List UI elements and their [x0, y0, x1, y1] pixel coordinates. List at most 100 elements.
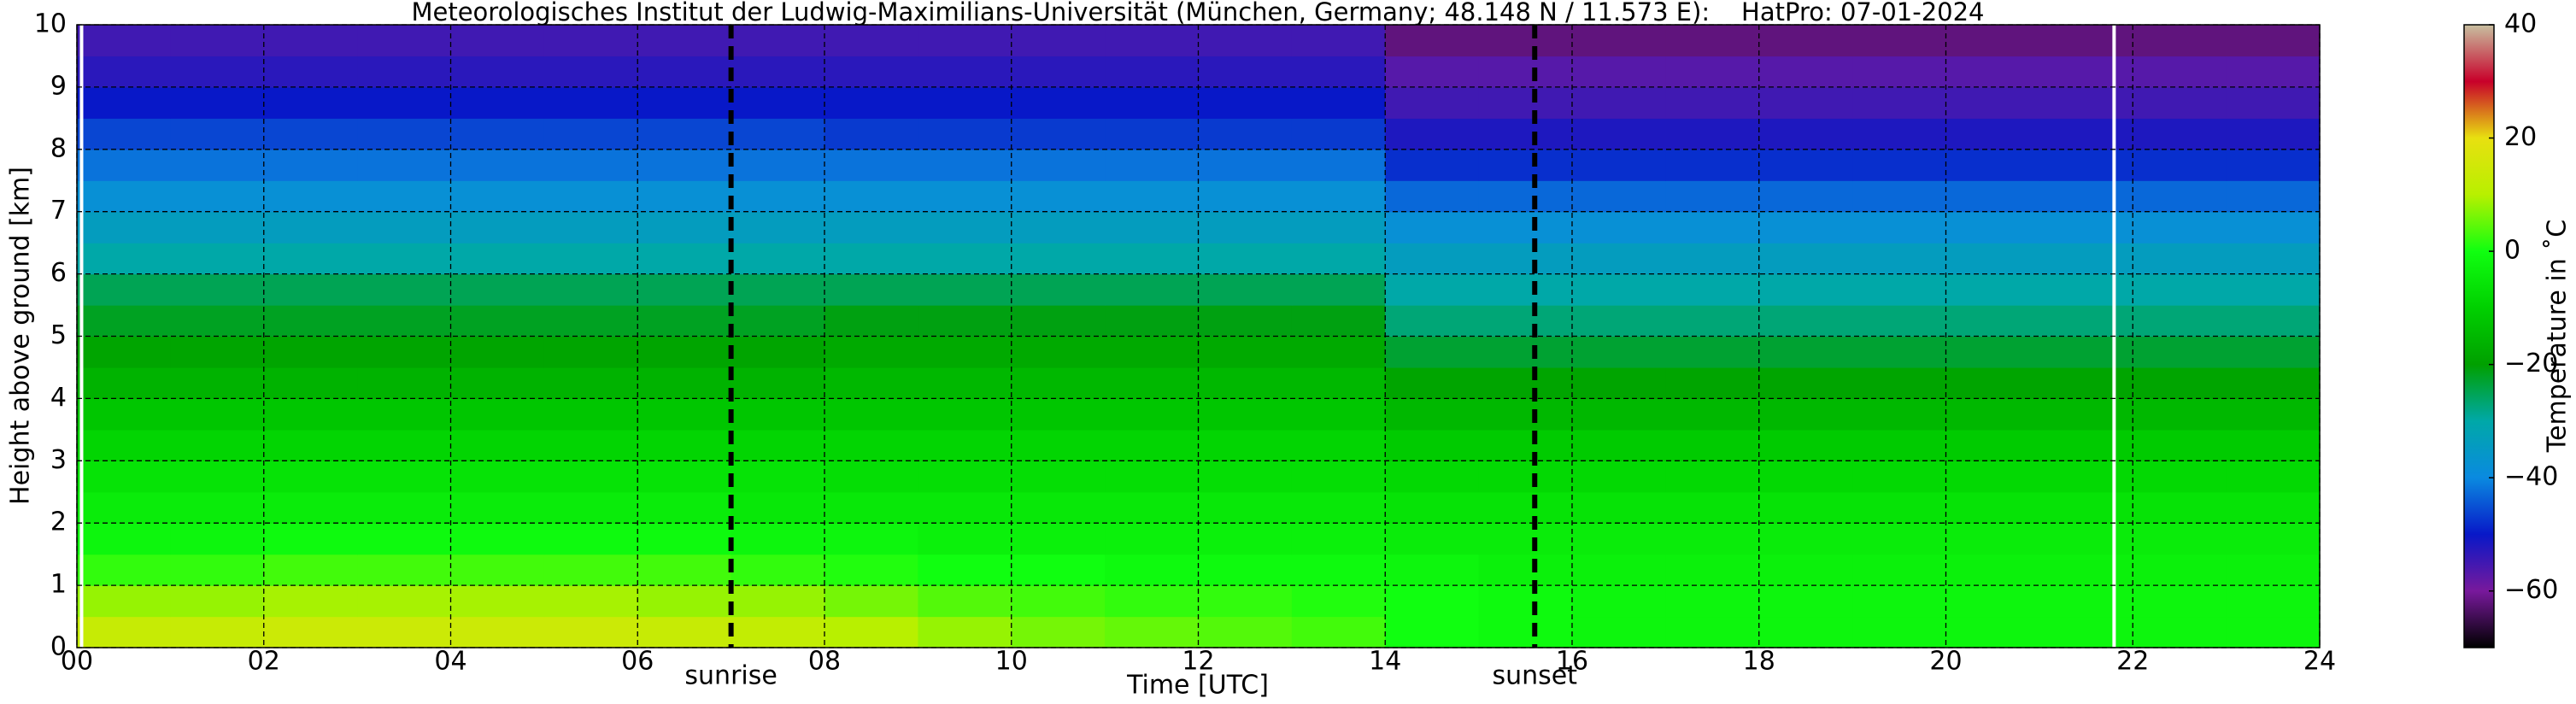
heatmap-cell [1665, 461, 1760, 493]
x-tick-label: 08 [808, 647, 841, 677]
heatmap-cell [2133, 211, 2227, 243]
heatmap-cell [2226, 118, 2321, 150]
heatmap-cell [543, 398, 638, 431]
heatmap-cell [1758, 554, 1853, 586]
heatmap-cell [1291, 243, 1386, 275]
heatmap-cell [357, 398, 452, 431]
heatmap-cell [731, 211, 825, 243]
heatmap-cell [2226, 585, 2321, 618]
heatmap-cell [918, 56, 1012, 88]
heatmap-cell [77, 336, 171, 368]
y-tick-label: 6 [50, 258, 67, 288]
heatmap-cell [731, 491, 825, 524]
heatmap-cell [824, 616, 918, 648]
heatmap-cell [918, 118, 1012, 150]
heatmap-cell [77, 429, 171, 461]
heatmap-cell [77, 118, 171, 150]
heatmap-cell [1478, 56, 1573, 88]
heatmap-cell [824, 86, 918, 119]
heatmap-cell [450, 491, 545, 524]
heatmap-cell [543, 180, 638, 213]
heatmap-cell [263, 491, 358, 524]
heatmap-cell [1945, 491, 2040, 524]
heatmap-cell [263, 243, 358, 275]
heatmap-cell [1011, 491, 1106, 524]
heatmap-cell [2226, 211, 2321, 243]
heatmap-cell [357, 336, 452, 368]
y-tick-label: 10 [34, 9, 67, 39]
heatmap-cell [1385, 336, 1480, 368]
heatmap-cell [1105, 554, 1200, 586]
heatmap-cell [77, 211, 171, 243]
heatmap-cell [1665, 273, 1760, 306]
heatmap-cell [1011, 86, 1106, 119]
heatmap-cell [1758, 398, 1853, 431]
heatmap-cell [1945, 149, 2040, 181]
heatmap-cell [731, 461, 825, 493]
heatmap-cell [1852, 429, 1947, 461]
heatmap-cell [1852, 305, 1947, 337]
heatmap-cell [1385, 86, 1480, 119]
heatmap-cell [1945, 367, 2040, 399]
heatmap-cell [170, 461, 265, 493]
heatmap-cell [1572, 461, 1666, 493]
heatmap-cell [1572, 25, 1666, 57]
heatmap-cell [1665, 180, 1760, 213]
heatmap-cell [1105, 25, 1200, 57]
heatmap-cell [1665, 523, 1760, 555]
heatmap-cell [170, 585, 265, 618]
colorbar-tick-label: 20 [2504, 122, 2537, 152]
heatmap-cell [1385, 585, 1480, 618]
heatmap-cell [824, 461, 918, 493]
heatmap-cell [1198, 180, 1293, 213]
heatmap-cell [824, 305, 918, 337]
heatmap-cell [1852, 491, 1947, 524]
heatmap-cell [1758, 305, 1853, 337]
heatmap-cell [1105, 367, 1200, 399]
heatmap-cell [2133, 367, 2227, 399]
heatmap-cell [2039, 616, 2133, 648]
heatmap-cell [2039, 25, 2133, 57]
heatmap-cell [1665, 616, 1760, 648]
heatmap-cell [1478, 86, 1573, 119]
heatmap-cell [1291, 305, 1386, 337]
heatmap-cell [170, 149, 265, 181]
heatmap-cell [1011, 149, 1106, 181]
heatmap-cell [1572, 429, 1666, 461]
heatmap-cell [77, 180, 171, 213]
heatmap-cell [731, 149, 825, 181]
heatmap-cell [1198, 616, 1293, 648]
heatmap-cell [918, 180, 1012, 213]
heatmap-cell [1665, 56, 1760, 88]
heatmap-cell [1478, 429, 1573, 461]
heatmap-cell [918, 25, 1012, 57]
heatmap-cell [357, 118, 452, 150]
heatmap-cell [1852, 180, 1947, 213]
heatmap-cell [77, 56, 171, 88]
heatmap-cell [1945, 616, 2040, 648]
heatmap-cell [731, 180, 825, 213]
heatmap-cell [1665, 149, 1760, 181]
heatmap-cell [1478, 461, 1573, 493]
heatmap-cell [1198, 273, 1293, 306]
heatmap-cell [170, 211, 265, 243]
heatmap-cell [918, 523, 1012, 555]
x-tick-label: 02 [248, 647, 280, 677]
heatmap-cell [1385, 56, 1480, 88]
heatmap-cell [1105, 211, 1200, 243]
heatmap-cell [1291, 616, 1386, 648]
heatmap-cell [1572, 616, 1666, 648]
heatmap-cell [450, 86, 545, 119]
heatmap-cell [918, 211, 1012, 243]
heatmap-cell [543, 86, 638, 119]
heatmap-cell [1291, 429, 1386, 461]
x-tick-label: 10 [995, 647, 1028, 677]
heatmap-cell [77, 86, 171, 119]
heatmap-cell [1291, 367, 1386, 399]
heatmap-cell [637, 149, 732, 181]
heatmap-cell [263, 554, 358, 586]
heatmap-cell [1852, 523, 1947, 555]
heatmap-cell [1758, 429, 1853, 461]
heatmap-cell [1852, 398, 1947, 431]
heatmap-cell [1291, 491, 1386, 524]
